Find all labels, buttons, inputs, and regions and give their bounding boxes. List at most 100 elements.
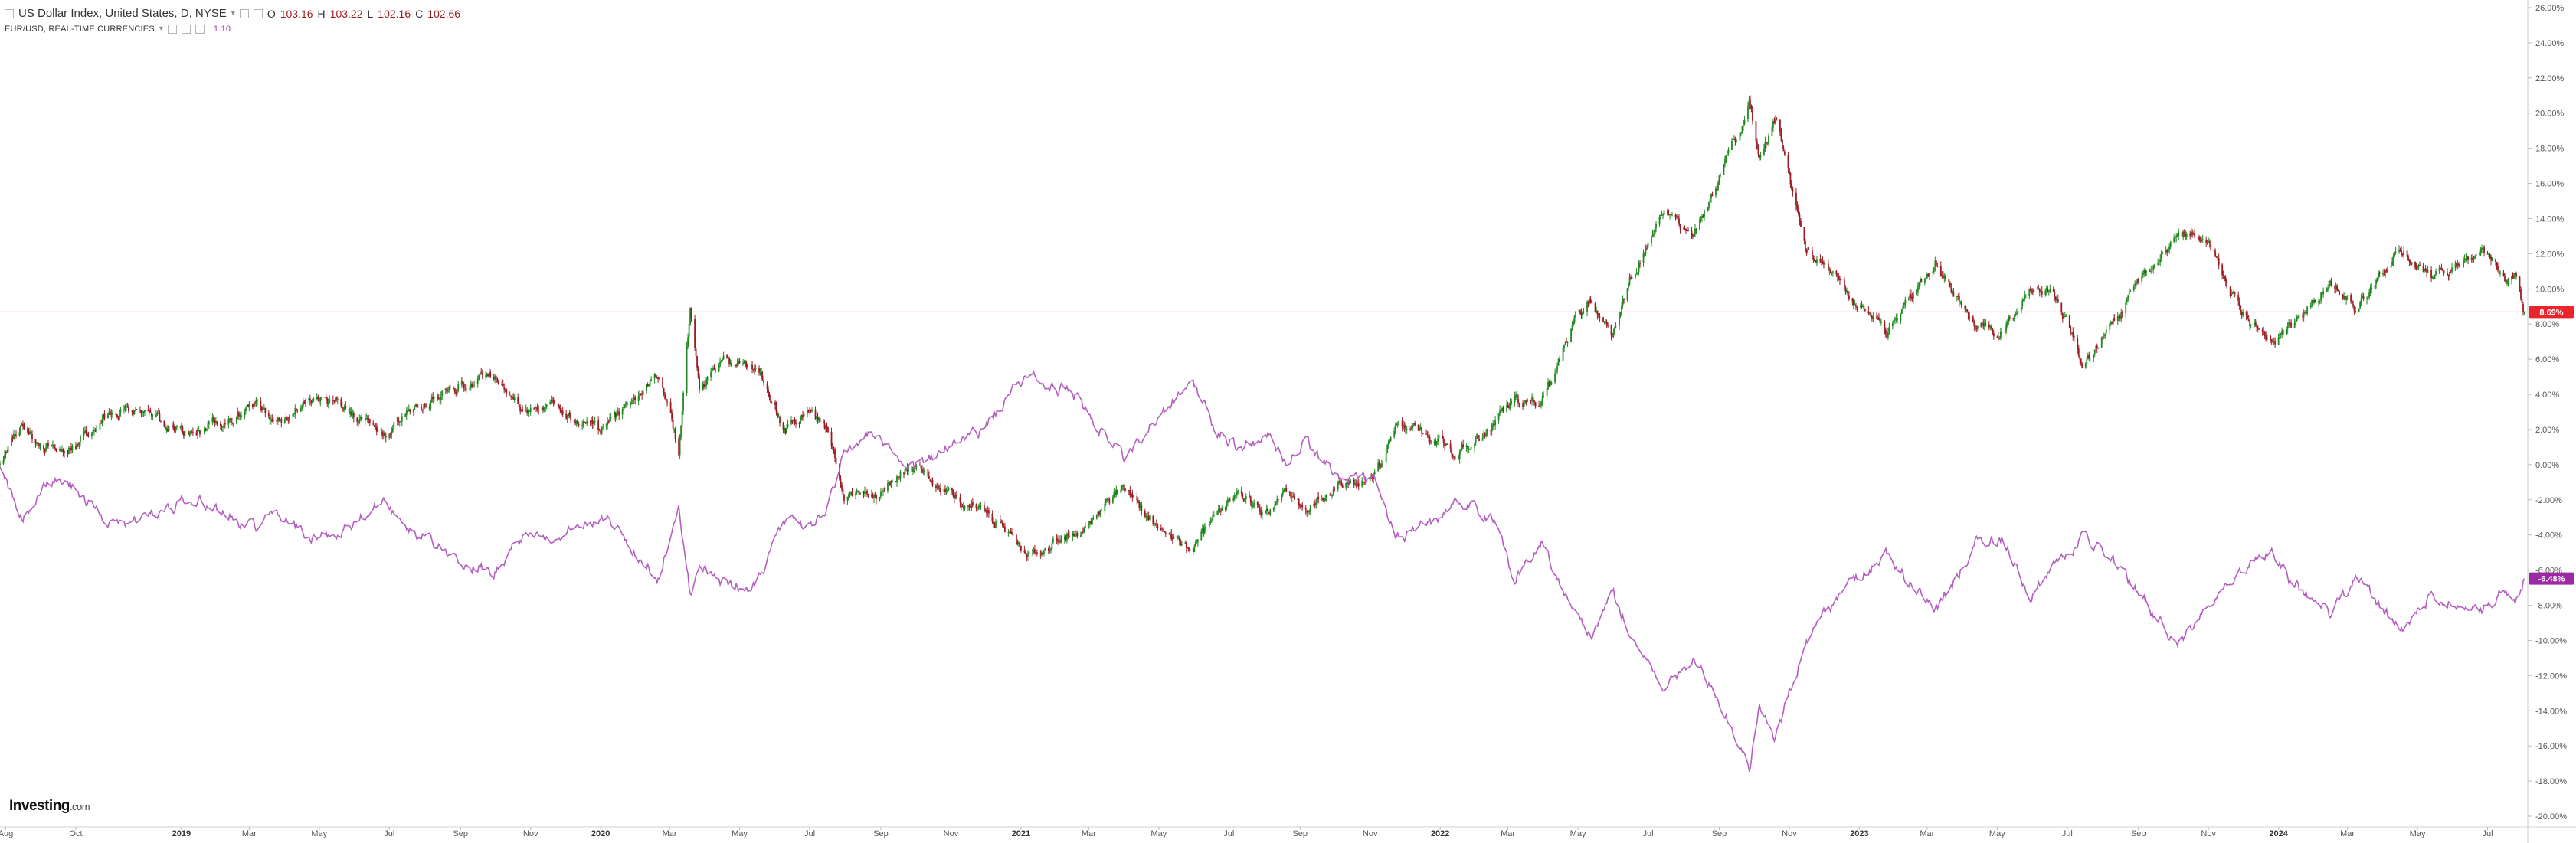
chevron-down-icon[interactable]: ▾: [231, 9, 235, 18]
candle-body: [1322, 498, 1324, 501]
candle-body: [2342, 294, 2344, 299]
candle-body: [763, 381, 764, 383]
candle-body: [2319, 301, 2321, 302]
candle-body: [1092, 518, 1095, 520]
candle-body: [2183, 232, 2185, 234]
candle-body: [1925, 278, 1927, 279]
candle-body: [1452, 454, 1454, 456]
collapse-icon[interactable]: [5, 9, 14, 18]
candle-body: [1764, 141, 1766, 149]
candle-body: [128, 407, 129, 412]
candle-body: [2502, 273, 2505, 276]
usd-symbol-label[interactable]: US Dollar Index, United States, D, NYSE: [18, 7, 227, 20]
candle-body: [408, 409, 410, 411]
settings-icon[interactable]: [239, 9, 249, 18]
candle-body: [352, 413, 355, 418]
candle-body: [1129, 490, 1131, 496]
candle-body: [1932, 271, 1934, 273]
y-tick-label: 4.00%: [2535, 390, 2559, 400]
candle-body: [175, 426, 177, 432]
candle-body: [771, 402, 773, 404]
candle-body: [2245, 312, 2247, 316]
visibility-icon[interactable]: [167, 25, 177, 34]
candle-body: [1121, 485, 1123, 490]
candle-body: [2375, 279, 2377, 284]
chevron-down-icon[interactable]: ▾: [159, 25, 163, 33]
y-tick-label: 24.00%: [2535, 39, 2565, 48]
candle-body: [2305, 312, 2307, 314]
candle-body: [2174, 237, 2176, 239]
candle-body: [591, 420, 594, 424]
y-tick-label: -2.00%: [2535, 496, 2562, 505]
candle-body: [2008, 316, 2010, 322]
candle-body: [2282, 330, 2284, 335]
candle-body: [1554, 373, 1556, 383]
candle-body: [191, 431, 194, 433]
candle-body: [1894, 319, 1896, 321]
y-tick-label: 14.00%: [2535, 214, 2565, 224]
candle-body: [21, 424, 23, 426]
candle-body: [2385, 270, 2388, 272]
investing-logo[interactable]: Investing.com: [9, 798, 90, 815]
x-tick-label: 2019: [172, 829, 191, 838]
candle-body: [227, 419, 230, 425]
candle-body: [1261, 511, 1263, 516]
candle-body: [1377, 462, 1380, 472]
candle-body: [639, 393, 641, 397]
candle-body: [77, 444, 79, 446]
candle-body: [1916, 286, 1919, 292]
candle-body: [375, 426, 377, 428]
candle-body: [2272, 341, 2274, 342]
candle-body: [1694, 228, 1696, 234]
candle-body: [993, 523, 996, 528]
usd-legend-row[interactable]: US Dollar Index, United States, D, NYSE …: [5, 6, 465, 21]
candle-body: [34, 439, 37, 444]
candle-body: [1141, 505, 1143, 511]
candle-body: [534, 406, 536, 409]
candle-body: [1065, 535, 1067, 540]
candle-body: [405, 410, 408, 415]
candle-body: [2427, 270, 2429, 273]
candle-body: [1481, 437, 1484, 441]
candle-body: [1734, 139, 1736, 142]
candle-body: [2132, 286, 2135, 291]
candle-body: [722, 358, 723, 361]
candle-body: [1389, 441, 1391, 443]
candle-body: [841, 485, 843, 490]
candle-body: [2165, 250, 2167, 253]
eurusd-legend-row[interactable]: EUR/USD, REAL-TIME CURRENCIES ▾ 1.10: [5, 21, 465, 37]
candle-body: [2306, 306, 2309, 314]
close-icon[interactable]: [253, 9, 263, 18]
candle-body: [195, 432, 198, 435]
candle-body: [1226, 503, 1228, 509]
candle-body: [2104, 333, 2106, 337]
x-tick-label: Nov: [944, 829, 959, 838]
candle-body: [1646, 247, 1648, 249]
eurusd-symbol-label[interactable]: EUR/USD, REAL-TIME CURRENCIES: [5, 25, 155, 34]
candle-body: [1240, 490, 1242, 494]
candle-body: [2088, 355, 2090, 358]
candle-body: [15, 434, 17, 437]
candle-body: [1626, 288, 1628, 301]
candle-body: [719, 361, 721, 366]
candle-body: [2424, 268, 2425, 272]
candle-body: [253, 403, 255, 407]
candle-body: [2311, 299, 2313, 306]
candle-body: [356, 417, 358, 422]
candle-body: [1442, 439, 1445, 443]
candle-body: [561, 410, 564, 415]
candle-body: [956, 495, 957, 497]
settings-icon[interactable]: [181, 25, 191, 34]
usd-index-candles: [0, 95, 2525, 562]
candle-body: [1799, 214, 1801, 221]
y-tick-label: -20.00%: [2535, 812, 2567, 822]
candle-body: [350, 411, 352, 416]
candle-body: [1966, 309, 1969, 312]
close-icon[interactable]: [195, 25, 205, 34]
candle-body: [1385, 453, 1387, 462]
candle-body: [928, 476, 930, 479]
x-tick-label: 2023: [1850, 829, 1868, 838]
candle-body: [1900, 309, 1903, 314]
candle-body: [754, 368, 755, 370]
